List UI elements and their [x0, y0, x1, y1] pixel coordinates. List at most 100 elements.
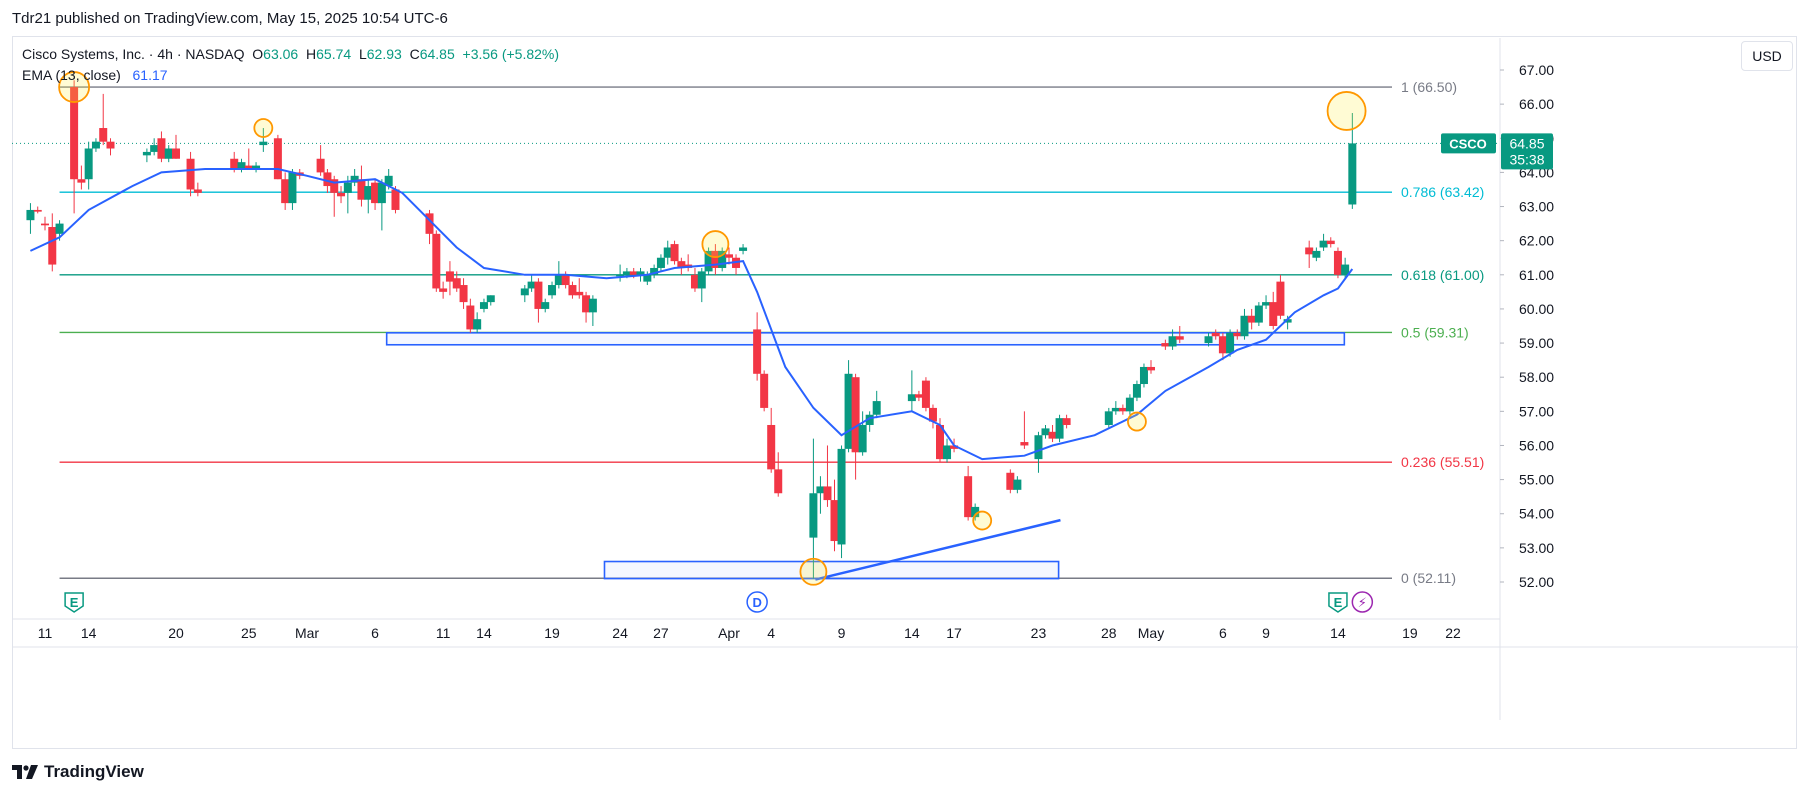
candle-body: [1118, 407, 1127, 412]
event-shape: [1351, 591, 1374, 613]
candle-body: [697, 271, 706, 289]
candle-body: [172, 148, 180, 159]
candle-body: [252, 165, 261, 169]
candle-body: [1226, 332, 1235, 354]
candle-body: [186, 158, 195, 190]
y-tick-label: 66.00: [1519, 96, 1554, 112]
event-dividend-icon[interactable]: D: [746, 591, 768, 613]
candle-body: [971, 506, 980, 518]
x-tick-label: 17: [946, 625, 962, 641]
candle-body: [439, 288, 448, 292]
candle-body: [244, 165, 253, 169]
tradingview-logo[interactable]: TradingView: [12, 762, 144, 782]
event-markers: E D E ⚡: [64, 591, 1374, 613]
candle-body: [55, 223, 64, 234]
candle-body: [1020, 442, 1029, 446]
currency-button[interactable]: USD: [1741, 41, 1793, 71]
y-tick-label: 52.00: [1519, 574, 1554, 590]
candle-body: [520, 288, 529, 296]
highlight-circle: [253, 118, 274, 138]
event-shape: [746, 591, 768, 613]
candle-body: [1341, 264, 1350, 275]
x-tick-label: May: [1138, 625, 1164, 641]
highlight-circle: [972, 510, 993, 531]
y-tick-label: 61.00: [1519, 267, 1554, 283]
x-tick-label: 4: [767, 625, 775, 641]
candle-body: [1139, 366, 1148, 385]
candle-body: [1326, 240, 1335, 245]
candle-body: [914, 394, 923, 398]
x-tick-label: 6: [371, 625, 379, 641]
candle-body: [1218, 336, 1227, 354]
candle-body: [445, 271, 454, 282]
candle-body: [473, 319, 482, 330]
candle-body: [357, 179, 366, 200]
candle-body: [1283, 319, 1292, 323]
candle-body: [663, 247, 672, 258]
candle-body: [907, 394, 916, 402]
candle-body: [99, 128, 108, 142]
candle-body: [164, 148, 173, 159]
y-tick-label: 62.00: [1519, 233, 1554, 249]
ema-value: 61.17: [132, 67, 168, 83]
candle-body: [643, 274, 652, 282]
candle-body: [936, 424, 944, 460]
candle-body: [230, 158, 239, 169]
chart-legend: Cisco Systems, Inc. · 4h · NASDAQ O63.06…: [22, 44, 559, 86]
candle-body: [575, 291, 584, 296]
candle-body: [582, 295, 591, 313]
candle-body: [739, 247, 748, 251]
ema-label[interactable]: EMA (13, close): [22, 67, 121, 83]
candle-body: [718, 250, 727, 268]
candle-body: [33, 209, 42, 212]
event-split-icon[interactable]: ⚡: [1351, 591, 1374, 613]
candle-body: [1305, 247, 1314, 255]
candle-body: [872, 401, 881, 415]
candle-body: [237, 162, 246, 169]
candle-body: [1055, 418, 1064, 439]
candle-body: [350, 175, 359, 183]
candle-body: [670, 244, 679, 262]
x-tick-label: 25: [241, 625, 257, 641]
candle-body: [548, 285, 557, 296]
x-tick-label: 9: [1262, 625, 1270, 641]
event-earnings-icon[interactable]: E: [1328, 592, 1348, 613]
y-tick-label: 54.00: [1519, 506, 1554, 522]
candle-body: [928, 407, 937, 422]
x-tick-label: 11: [38, 625, 53, 641]
candle-body: [1161, 343, 1170, 347]
candle-body: [193, 189, 202, 193]
open-label: O: [252, 46, 264, 62]
candle-body: [616, 274, 625, 277]
x-tick-label: 22: [1445, 625, 1461, 641]
candle-body: [259, 141, 268, 146]
candle-body: [281, 179, 290, 204]
candle-body: [479, 302, 488, 309]
close-label: C: [409, 46, 420, 62]
x-tick-label: 19: [1402, 625, 1418, 641]
candle-body: [622, 271, 631, 275]
candle-body: [1254, 305, 1263, 323]
y-tick-label: 57.00: [1519, 403, 1554, 419]
symbol-title[interactable]: Cisco Systems, Inc. · 4h · NASDAQ: [22, 46, 245, 62]
candle-body: [809, 493, 818, 538]
candle-body: [1269, 302, 1278, 326]
candle-body: [150, 145, 159, 152]
candle-body: [1147, 366, 1155, 371]
fib-level-label: 0.5 (59.31): [1401, 324, 1469, 340]
candle-body: [384, 175, 393, 187]
candle-body: [816, 486, 825, 494]
candle-body: [534, 281, 543, 309]
event-earnings-icon[interactable]: E: [64, 592, 84, 613]
open-value: 63.06: [263, 46, 299, 62]
candle-body: [1168, 336, 1177, 347]
support-trendline: [815, 518, 1061, 581]
candle-body: [377, 182, 386, 204]
candle-body: [656, 257, 665, 268]
candle-body: [273, 138, 282, 180]
event-letter: E: [1334, 595, 1343, 610]
price-tag-symbol: CSCO: [1449, 136, 1487, 151]
candle-body: [554, 274, 563, 286]
x-tick-label: 27: [653, 625, 669, 641]
